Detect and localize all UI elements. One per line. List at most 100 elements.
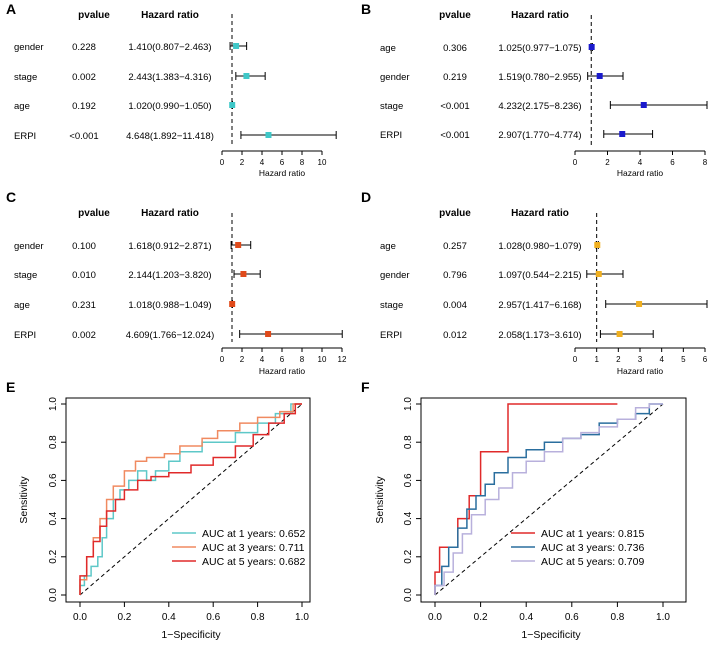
x-tick-label: 0.0: [73, 612, 87, 623]
x-tick-label: 1: [594, 355, 599, 364]
x-axis-label: Hazard ratio: [617, 366, 664, 376]
x-tick-label: 8: [703, 158, 708, 167]
chance-diagonal: [434, 403, 664, 596]
x-axis-label: Hazard ratio: [259, 168, 306, 178]
hazard-ratio-value: 2.058(1.173−3.610): [498, 330, 581, 341]
pvalue-value: <0.001: [440, 130, 469, 141]
x-axis-label: 1−Specificity: [161, 629, 221, 641]
roc-curve-1: [79, 403, 302, 595]
hazard-ratio-point: [619, 131, 626, 137]
hazard-ratio-point: [229, 102, 236, 108]
x-tick-label: 6: [280, 158, 285, 167]
x-tick-label: 8: [300, 355, 305, 364]
x-tick-label: 1.0: [295, 612, 309, 623]
x-tick-label: 0: [220, 355, 225, 364]
x-tick-label: 6: [280, 355, 285, 364]
variable-label: stage: [14, 72, 37, 83]
hazard-ratio-header: Hazard ratio: [511, 10, 569, 21]
y-tick-label: 0.8: [403, 435, 414, 449]
hazard-ratio-point: [616, 331, 623, 337]
x-axis-label: Hazard ratio: [259, 366, 306, 376]
y-tick-label: 0.0: [48, 588, 59, 602]
hazard-ratio-value: 2.144(1.203−3.820): [128, 270, 211, 281]
hazard-ratio-value: 1.097(0.544−2.215): [498, 270, 581, 281]
plot-frame: [420, 397, 687, 603]
pvalue-value: 0.002: [72, 72, 96, 83]
pvalue-value: <0.001: [69, 131, 98, 142]
y-tick-label: 0.6: [403, 473, 414, 487]
y-axis-label: Sensitivity: [18, 476, 30, 524]
legend-entry: AUC at 5 years: 0.682: [202, 556, 305, 568]
hazard-ratio-value: 4.648(1.892−11.418): [126, 131, 214, 142]
hazard-ratio-value: 4.232(2.175−8.236): [498, 101, 581, 112]
variable-label: age: [14, 101, 30, 112]
x-tick-label: 5: [681, 355, 686, 364]
hazard-ratio-header: Hazard ratio: [141, 10, 199, 21]
legend: AUC at 1 years: 0.652 AUC at 3 years: 0.7…: [172, 528, 305, 568]
roc-curve-1: [434, 403, 618, 595]
panel-label: F: [361, 379, 370, 395]
x-tick-label: 2: [240, 158, 245, 167]
hazard-ratio-point: [595, 271, 602, 277]
pvalue-value: 0.228: [72, 42, 96, 53]
pvalue-value: 0.010: [72, 270, 96, 281]
x-tick-label: 10: [318, 158, 327, 167]
hazard-ratio-value: 2.443(1.383−4.316): [128, 72, 211, 83]
x-tick-label: 4: [260, 158, 265, 167]
hazard-ratio-value: 1.618(0.912−2.871): [128, 241, 211, 252]
hazard-ratio-point: [229, 301, 236, 307]
variable-label: ERPI: [14, 330, 36, 341]
pvalue-value: 0.306: [443, 43, 467, 54]
panel-label: E: [6, 379, 15, 395]
x-axis-label: 1−Specificity: [521, 629, 581, 641]
x-tick-label: 0: [220, 158, 225, 167]
hazard-ratio-point: [235, 242, 242, 248]
hazard-ratio-point: [265, 132, 272, 138]
hazard-ratio-point: [640, 102, 647, 108]
x-tick-label: 6: [703, 355, 708, 364]
hazard-ratio-value: 1.025(0.977−1.075): [498, 43, 581, 54]
variable-label: stage: [14, 270, 37, 281]
legend-entry: AUC at 3 years: 0.736: [541, 542, 644, 554]
hazard-ratio-point: [265, 331, 272, 337]
roc-curve-3: [79, 403, 302, 595]
y-axis-label: Sensitivity: [374, 476, 386, 524]
hazard-ratio-header: Hazard ratio: [511, 208, 569, 219]
x-tick-label: 0: [573, 355, 578, 364]
hazard-ratio-header: Hazard ratio: [141, 208, 199, 219]
y-tick-label: 1.0: [48, 397, 59, 411]
roc-plot-E: E 0.0 0.0 0.2 0.2 0.4 0.4 0.6 0.6 0.8 0.8 1.0 1.0 1−S…: [6, 379, 311, 641]
x-tick-label: 0.4: [162, 612, 176, 623]
pvalue-value: 0.257: [443, 241, 467, 252]
variable-label: ERPI: [14, 131, 36, 142]
pvalue-value: 0.004: [443, 300, 467, 311]
x-tick-label: 4: [659, 355, 664, 364]
hazard-ratio-point: [240, 271, 247, 277]
pvalue-value: 0.192: [72, 101, 96, 112]
hazard-ratio-value: 1.020(0.990−1.050): [128, 101, 211, 112]
x-tick-label: 0.0: [428, 612, 442, 623]
hazard-ratio-value: 4.609(1.766−12.024): [126, 330, 214, 341]
y-tick-label: 1.0: [403, 397, 414, 411]
variable-label: stage: [380, 300, 403, 311]
x-tick-label: 4: [638, 158, 643, 167]
x-axis-label: Hazard ratio: [617, 168, 664, 178]
hazard-ratio-value: 1.018(0.988−1.049): [128, 300, 211, 311]
variable-label: gender: [380, 72, 410, 83]
variable-label: gender: [14, 42, 44, 53]
pvalue-value: 0.002: [72, 330, 96, 341]
variable-label: age: [380, 43, 396, 54]
x-tick-label: 8: [300, 158, 305, 167]
pvalue-value: 0.231: [72, 300, 96, 311]
y-tick-label: 0.0: [403, 588, 414, 602]
y-tick-label: 0.2: [48, 549, 59, 563]
legend-entry: AUC at 1 years: 0.652: [202, 528, 305, 540]
hazard-ratio-point: [596, 73, 603, 79]
hazard-ratio-point: [233, 43, 240, 49]
panel-label: D: [361, 189, 371, 205]
y-tick-label: 0.2: [403, 549, 414, 563]
y-tick-label: 0.4: [48, 511, 59, 525]
